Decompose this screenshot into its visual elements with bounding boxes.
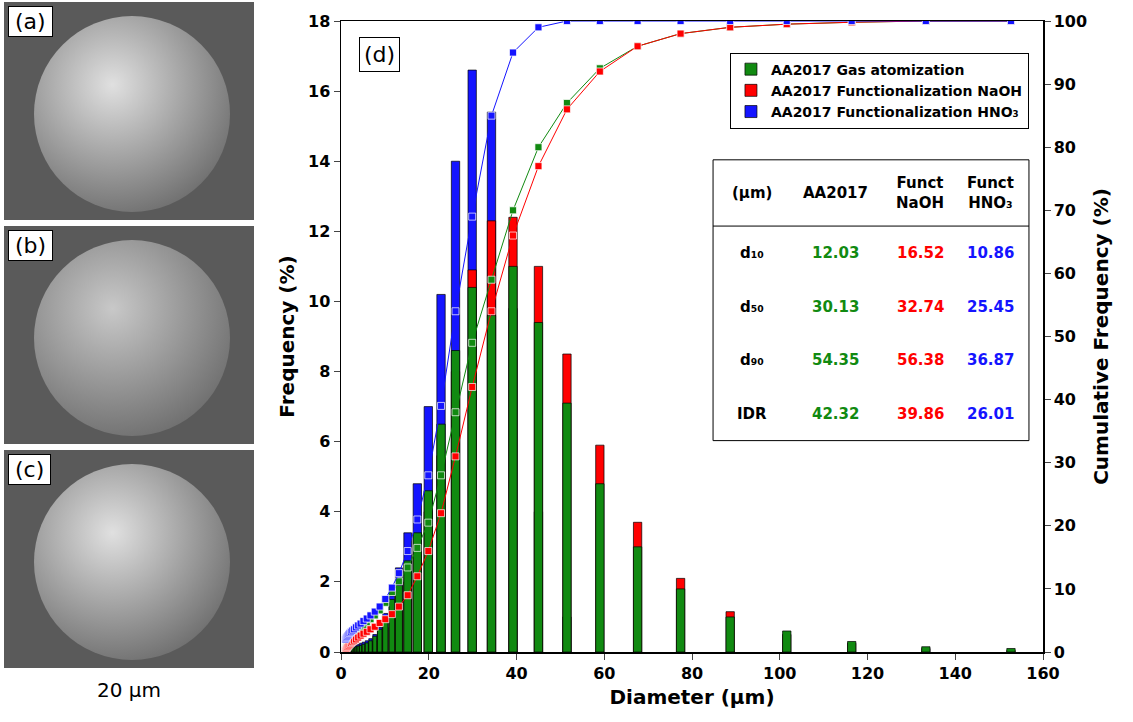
svg-text:(d): (d)	[364, 42, 395, 67]
svg-text:20: 20	[1054, 516, 1076, 535]
svg-text:39.86: 39.86	[897, 405, 944, 423]
svg-text:16: 16	[308, 82, 330, 101]
svg-text:40: 40	[505, 664, 527, 683]
svg-text:10: 10	[1054, 580, 1076, 599]
svg-text:d₉₀: d₉₀	[740, 351, 764, 369]
svg-text:FunctNaOH: FunctNaOH	[896, 174, 944, 212]
svg-text:54.35: 54.35	[812, 351, 859, 369]
svg-text:AA2017: AA2017	[803, 184, 868, 202]
svg-text:160: 160	[1026, 664, 1059, 683]
html-text:(c): (c)	[15, 457, 45, 482]
html-text:(a): (a)	[15, 9, 46, 34]
svg-text:30: 30	[1054, 453, 1076, 472]
svg-text:12: 12	[308, 222, 330, 241]
svg-text:Diameter (μm): Diameter (μm)	[609, 685, 774, 709]
svg-text:50: 50	[1054, 327, 1076, 346]
svg-text:26.01: 26.01	[967, 405, 1014, 423]
svg-text:20: 20	[418, 664, 440, 683]
svg-text:90: 90	[1054, 75, 1076, 94]
svg-text:36.87: 36.87	[967, 351, 1014, 369]
svg-text:14: 14	[308, 152, 330, 171]
svg-text:AA2017 Gas atomization: AA2017 Gas atomization	[771, 62, 964, 78]
svg-text:Frequency (%): Frequency (%)	[275, 255, 299, 417]
svg-text:60: 60	[593, 664, 615, 683]
html-text:20 µm: 20 µm	[97, 678, 161, 702]
svg-text:100: 100	[763, 664, 796, 683]
svg-text:10: 10	[308, 292, 330, 311]
svg-text:AA2017 Functionalization NaOH: AA2017 Functionalization NaOH	[771, 83, 1022, 99]
svg-text:70: 70	[1054, 201, 1076, 220]
svg-text:16.52: 16.52	[897, 244, 944, 262]
svg-text:40: 40	[1054, 390, 1076, 409]
svg-text:42.32: 42.32	[812, 405, 859, 423]
svg-text:18: 18	[308, 12, 330, 31]
svg-text:0: 0	[335, 664, 346, 683]
svg-text:8: 8	[319, 362, 330, 381]
svg-text:80: 80	[681, 664, 703, 683]
svg-text:d₅₀: d₅₀	[740, 298, 764, 316]
svg-text:12.03: 12.03	[812, 244, 859, 262]
svg-text:60: 60	[1054, 264, 1076, 283]
svg-text:100: 100	[1054, 12, 1087, 31]
svg-text:2: 2	[319, 572, 330, 591]
svg-text:4: 4	[319, 502, 330, 521]
svg-text:FunctHNO₃: FunctHNO₃	[967, 174, 1014, 212]
svg-text:10.86: 10.86	[967, 244, 1014, 262]
svg-text:0: 0	[1054, 643, 1065, 662]
svg-text:32.74: 32.74	[897, 298, 944, 316]
html-text:(b): (b)	[15, 233, 47, 258]
svg-text:Cumulative Frequency (%): Cumulative Frequency (%)	[1089, 188, 1113, 485]
svg-text:56.38: 56.38	[897, 351, 944, 369]
svg-text:80: 80	[1054, 138, 1076, 157]
svg-text:AA2017 Functionalization HNO₃: AA2017 Functionalization HNO₃	[771, 104, 1019, 120]
svg-text:120: 120	[851, 664, 884, 683]
svg-text:0: 0	[319, 643, 330, 662]
svg-text:IDR: IDR	[737, 405, 767, 423]
svg-text:30.13: 30.13	[812, 298, 859, 316]
svg-text:d₁₀: d₁₀	[740, 244, 764, 262]
svg-text:6: 6	[319, 432, 330, 451]
svg-text:25.45: 25.45	[967, 298, 1014, 316]
svg-text:140: 140	[939, 664, 972, 683]
svg-text:(µm): (µm)	[732, 184, 772, 202]
